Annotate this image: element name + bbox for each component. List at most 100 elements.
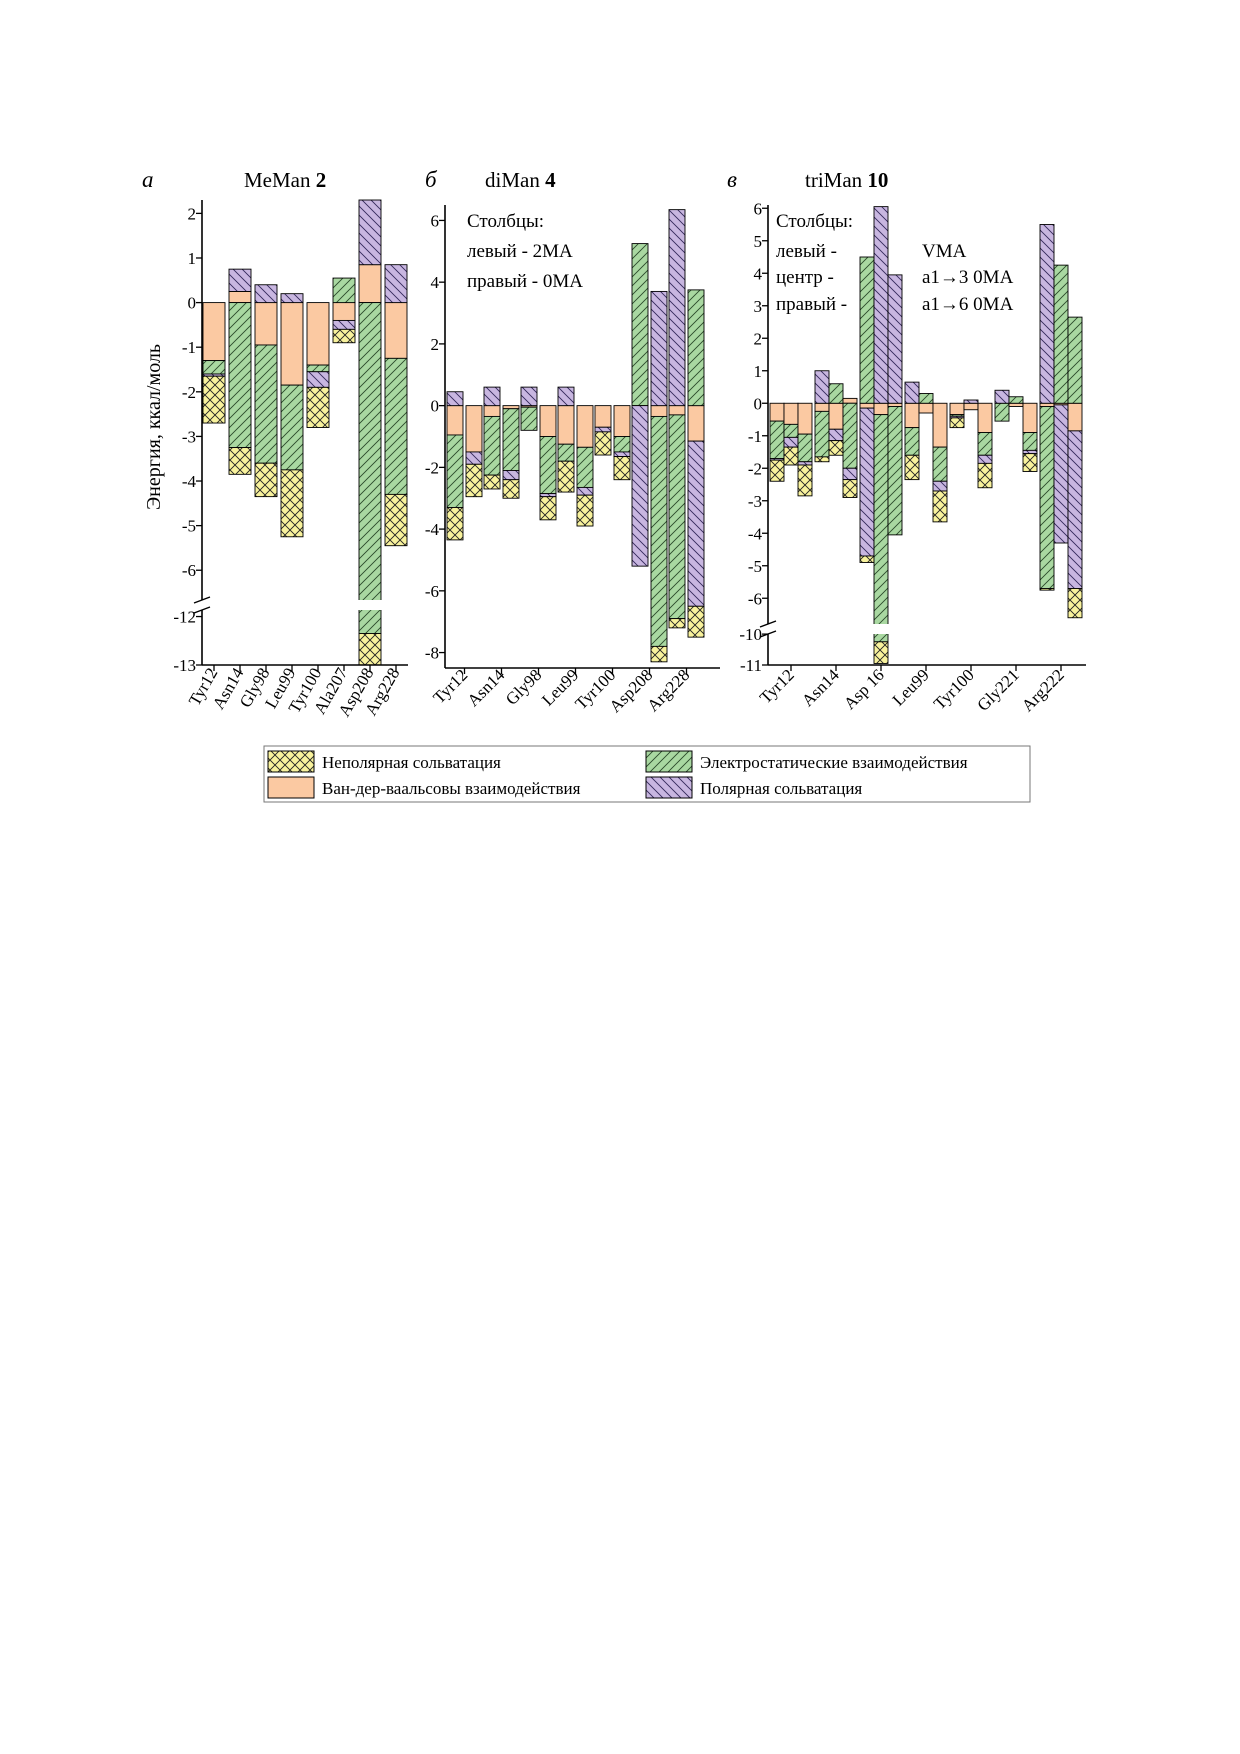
panel-c-bar-Asn14-vdw bbox=[814, 402, 830, 412]
panel-b-bar-Asn14-polar bbox=[502, 470, 520, 481]
panel-c-bar-Tyr12-polar bbox=[783, 436, 799, 448]
panel-a-bar-Tyr12-vdw bbox=[202, 302, 226, 362]
panel-c-bar-Leu99-polar bbox=[932, 480, 948, 492]
panel-b-bar-Tyr100-polar bbox=[613, 451, 631, 458]
panel-c-bar-Leu99-polar bbox=[904, 381, 920, 404]
panel-a-ytick-label-9: -12 bbox=[173, 608, 196, 627]
panel-b-bar-Arg228-electro bbox=[687, 289, 705, 407]
panel-c-bar-Arg222-nonpolar bbox=[1067, 588, 1083, 619]
panel-c-bar-Gly221-polar bbox=[1022, 449, 1038, 455]
panel-a-bar-Asp208-polar bbox=[358, 199, 382, 266]
panel-a-bar-Tyr100-electro bbox=[306, 364, 330, 373]
panel-c-bar-Leu99-electro bbox=[932, 446, 948, 482]
panel-b-bar-Asp208-polar bbox=[650, 290, 668, 407]
panel-b-bar-Tyr12-nonpolar bbox=[465, 463, 483, 498]
panel-c-bar-Asn14-polar bbox=[828, 428, 844, 442]
panel-a-bar-Arg228-electro bbox=[384, 357, 408, 495]
panel-a-bar-Leu99-vdw bbox=[280, 302, 304, 386]
panel-a-bar-Asn14-nonpolar bbox=[228, 447, 252, 475]
panel-c-bar-Asn14-polar bbox=[814, 370, 830, 404]
panel-c-bar-Leu99-vdw bbox=[904, 402, 920, 429]
panel-b-bar-Asn14-vdw bbox=[502, 405, 520, 410]
panel-a-break-band bbox=[203, 600, 409, 610]
panel-a-bar-Tyr12-electro bbox=[202, 360, 226, 375]
panel-c-ytick-label-1: 5 bbox=[754, 232, 763, 251]
panel-b-bar-Tyr100-polar bbox=[594, 426, 612, 433]
panel-b-bar-Tyr12-polar bbox=[465, 451, 483, 465]
panel-a-bar-Asn14-electro bbox=[228, 302, 252, 449]
panel-a-bar-Asp208-electro bbox=[358, 302, 382, 634]
panel-c-bar-Asn14-electro bbox=[842, 402, 858, 469]
panel-a-ytick-label-0: 2 bbox=[188, 204, 197, 223]
panel-b-bar-Arg228-polar bbox=[687, 440, 705, 607]
panel-c-bar-Leu99-nonpolar bbox=[932, 490, 948, 523]
panel-c-bar-Tyr100-polar bbox=[963, 399, 979, 404]
panel-c-bar-Tyr12-electro bbox=[783, 423, 799, 438]
panel-a-ytick-label-1: 1 bbox=[188, 249, 197, 268]
panel-c-xtick-label-0: Tyr12 bbox=[756, 665, 798, 707]
panel-b-bar-Asn14-nonpolar bbox=[483, 474, 501, 490]
panel-c-bar-Asp 16-electro bbox=[873, 414, 889, 643]
panel-c-ytick-label-3: 3 bbox=[754, 297, 763, 316]
panel-c-ytick-label-6: 0 bbox=[754, 394, 763, 413]
panel-b-bar-Leu99-nonpolar bbox=[557, 460, 575, 493]
panel-b-bar-Asn14-nonpolar bbox=[502, 479, 520, 499]
panel-c-bar-Asp 16-vdw bbox=[859, 402, 875, 409]
panel-c-ytick-label-7: -1 bbox=[748, 427, 762, 446]
panel-c-bar-Leu99-nonpolar bbox=[904, 454, 920, 481]
panel-b: б diMan 4 Столбцы: левый - 2MA правый - … bbox=[425, 167, 720, 716]
panel-c-xtick-label-5: Gly221 bbox=[973, 665, 1022, 714]
panel-a-bar-Tyr100-polar bbox=[306, 371, 330, 388]
panel-b-bar-Gly98-polar bbox=[539, 493, 557, 498]
panel-b-ytick-label-0: 6 bbox=[431, 211, 440, 230]
panel-c-bar-Tyr100-polar bbox=[977, 454, 993, 464]
panel-b-bar-Gly98-polar bbox=[520, 386, 538, 407]
panel-c-xtick-label-2: Asp 16 bbox=[840, 665, 888, 713]
panel-c-letter: в bbox=[727, 167, 737, 192]
panel-b-bar-Tyr12-vdw bbox=[465, 405, 483, 453]
panel-a-ytick-label-2: 0 bbox=[188, 294, 197, 313]
panel-b-bar-Leu99-polar bbox=[557, 386, 575, 407]
panel-a-ytick-label-6: -4 bbox=[182, 472, 197, 491]
panel-c-note-2: левый - bbox=[776, 241, 837, 262]
panel-b-bar-Gly98-nonpolar bbox=[539, 496, 557, 521]
panel-b-bar-Leu99-electro bbox=[557, 443, 575, 462]
panel-c-bar-Tyr12-electro bbox=[797, 433, 813, 463]
panel-a-bar-Asn14-polar bbox=[228, 268, 252, 292]
panel-a-bar-Tyr100-nonpolar bbox=[306, 386, 330, 428]
panel-c-bar-Asn14-nonpolar bbox=[814, 456, 830, 463]
panel-b-bar-Tyr100-vdw bbox=[594, 405, 612, 428]
panel-a-ytick-label-8: -6 bbox=[182, 561, 196, 580]
panel-b-bar-Tyr100-vdw bbox=[613, 405, 631, 437]
panel-a-axis-break-mark-0 bbox=[193, 596, 211, 604]
panel-c-xtick-label-3: Leu99 bbox=[889, 665, 933, 709]
panel-b-bar-Gly98-electro bbox=[539, 436, 557, 495]
panel-b-note-3: правый - 0MA bbox=[467, 271, 583, 292]
panel-c-bar-Asn14-polar bbox=[842, 467, 858, 481]
panel-c-bar-Leu99-electro bbox=[904, 427, 920, 456]
panel-c-bar-Asn14-vdw bbox=[828, 402, 844, 430]
panel-c-ytick-label-11: -5 bbox=[748, 557, 762, 576]
panel-c-bar-Gly221-electro bbox=[994, 402, 1010, 422]
panel-c-ytick-label-8: -2 bbox=[748, 459, 762, 478]
panel-a-ytick-label-4: -2 bbox=[182, 383, 196, 402]
panel-b-bar-Tyr12-polar bbox=[446, 391, 464, 407]
panel-a: а MeMan 2 Энергия, ккал/моль 2 1 0 -1 -2 -3 -4… bbox=[142, 167, 409, 720]
panel-c-bar-Gly221-electro bbox=[1022, 432, 1038, 451]
panel-b-bar-Asp208-vdw bbox=[650, 405, 668, 417]
panel-b-bar-Asp208-electro bbox=[631, 243, 649, 407]
panel-c-bar-Arg222-polar bbox=[1039, 224, 1055, 404]
panel-c-bar-Tyr12-nonpolar bbox=[797, 464, 813, 497]
panel-c-bar-Arg222-nonpolar bbox=[1039, 588, 1055, 591]
panel-c-bar-Arg222-vdw bbox=[1039, 402, 1055, 407]
panel-a-bar-Asn14-vdw bbox=[228, 290, 252, 304]
panel-c-note-6: a1→3 0MA bbox=[922, 267, 1014, 288]
panel-c-axis-break-mark-0 bbox=[759, 620, 777, 628]
panel-b-bar-Tyr100-nonpolar bbox=[594, 431, 612, 456]
panel-c-bar-Gly221-nonpolar bbox=[1022, 453, 1038, 472]
panel-a-axis-break-mark-1 bbox=[193, 606, 211, 614]
panel-a-bar-Gly98-polar bbox=[254, 284, 278, 304]
panel-b-bar-Gly98-electro bbox=[520, 406, 538, 431]
panel-c-bar-Asp 16-electro bbox=[887, 406, 903, 536]
panel-c-ytick-label-12: -6 bbox=[748, 589, 762, 608]
